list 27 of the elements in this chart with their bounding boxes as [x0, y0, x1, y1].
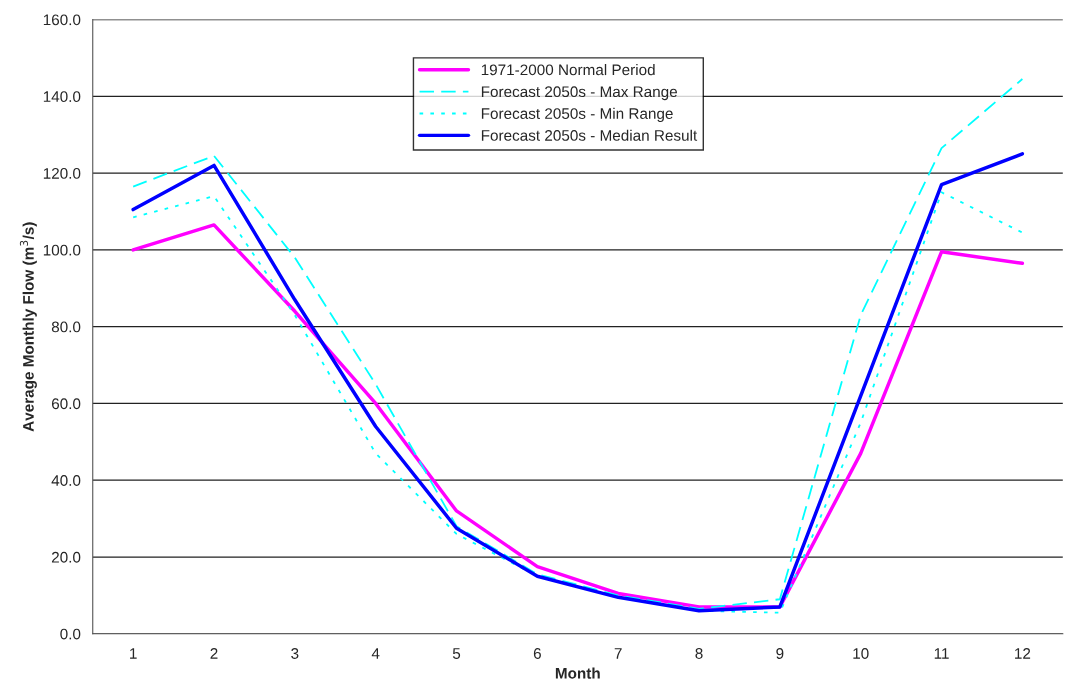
legend-label: Forecast 2050s - Min Range: [481, 107, 673, 123]
y-tick-label: 40.0: [51, 475, 81, 486]
x-tick-label: 9: [776, 648, 784, 659]
y-tick-label: 80.0: [51, 321, 81, 333]
x-tick-label: 6: [533, 648, 541, 659]
y-tick-label: 20.0: [51, 551, 81, 563]
x-tick-label: 12: [1015, 648, 1031, 659]
x-tick-label: 1: [130, 648, 137, 659]
y-tick-label: 100.0: [43, 244, 81, 256]
legend-label: 1971-2000 Normal Period: [481, 64, 655, 76]
x-tick-label: 5: [452, 648, 461, 659]
x-tick-label: 4: [371, 648, 380, 659]
y-tick-label: 140.0: [43, 91, 81, 103]
x-tick-label: 3: [291, 648, 299, 659]
x-axis-title: Month: [555, 667, 600, 679]
y-tick-label: 120.0: [43, 167, 81, 179]
x-tick-label: 8: [695, 648, 703, 659]
y-tick-label: 160.0: [43, 14, 81, 26]
y-axis-title: Average Monthly Flow (m$^{3}$/s): [19, 222, 37, 432]
legend-label: Forecast 2050s - Max Range: [481, 86, 677, 101]
x-tick-label: 7: [614, 648, 622, 659]
legend-label: Forecast 2050s - Median Result: [481, 129, 698, 141]
x-tick-label: 10: [853, 648, 869, 659]
y-tick-label: 60.0: [51, 398, 81, 410]
x-tick-label: 11: [934, 648, 949, 659]
x-tick-label: 2: [210, 648, 218, 659]
y-tick-label: 0.0: [60, 628, 81, 640]
